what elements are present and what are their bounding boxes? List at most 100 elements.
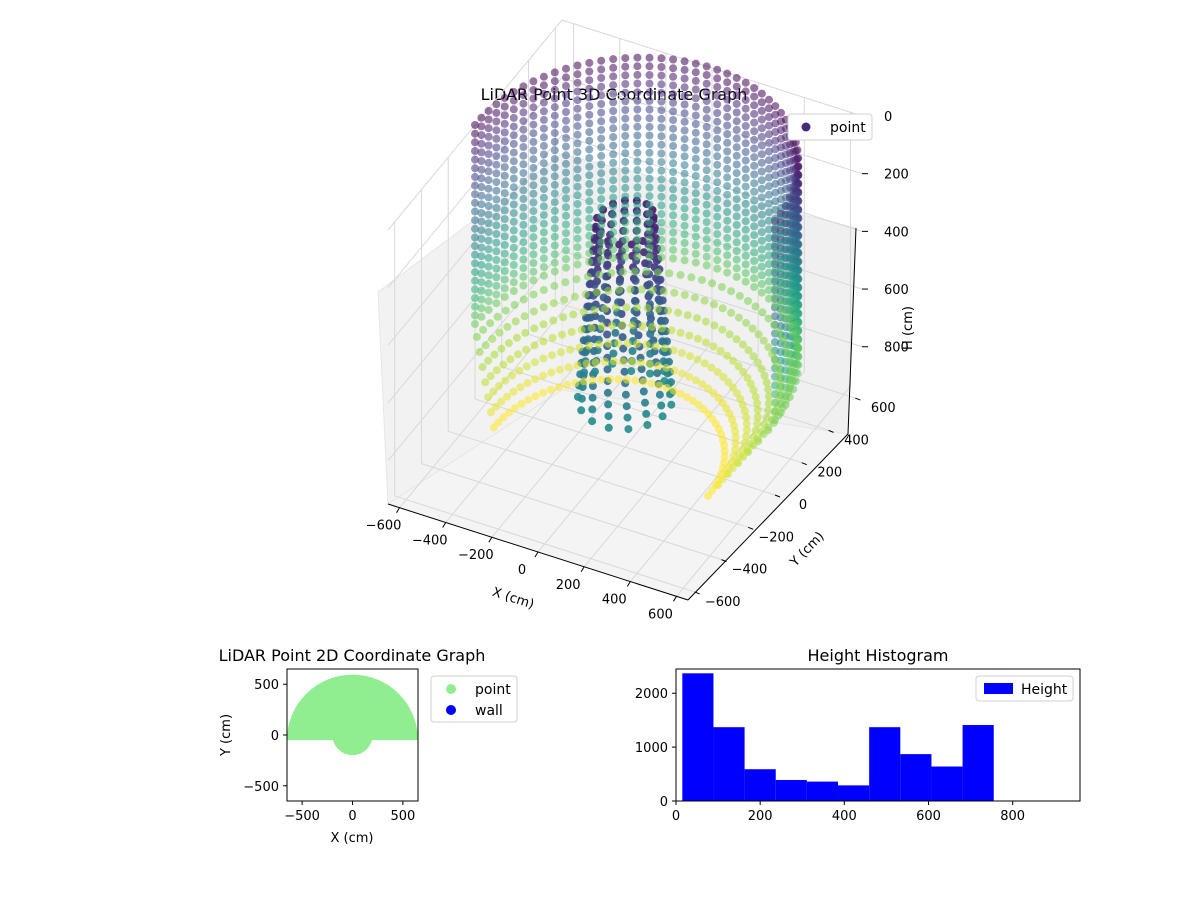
point-3d — [609, 158, 618, 167]
point-3d — [732, 91, 741, 100]
point-3d — [562, 237, 570, 246]
point-3d — [488, 334, 497, 343]
legend-3d-marker — [801, 122, 811, 132]
point-3d — [550, 250, 559, 259]
point-3d — [478, 363, 487, 372]
point-3d — [573, 392, 582, 401]
point-3d — [723, 182, 732, 191]
point-3d — [750, 161, 759, 170]
point-3d — [746, 439, 755, 448]
y-tick-histogram: 1000 — [635, 741, 668, 756]
point-3d — [789, 329, 798, 338]
point-3d — [529, 189, 538, 198]
point-3d — [771, 292, 780, 301]
point-3d — [573, 70, 582, 79]
point-3d — [529, 181, 538, 190]
point-3d — [509, 113, 518, 122]
point-3d — [741, 269, 750, 278]
point-3d — [735, 291, 744, 300]
point-3d — [500, 137, 509, 146]
legend-2d-point-marker — [446, 684, 456, 694]
point-3d — [732, 203, 741, 212]
point-3d — [550, 206, 559, 215]
point-3d — [477, 113, 486, 122]
point-3d — [725, 463, 734, 472]
point-3d — [500, 189, 509, 198]
point-3d — [621, 88, 630, 97]
point-3d — [736, 451, 744, 460]
point-3d — [529, 137, 538, 146]
point-3d — [621, 131, 630, 140]
point-3d — [658, 337, 667, 346]
point-3d — [539, 72, 548, 81]
point-3d — [702, 79, 711, 88]
point-3d — [765, 251, 773, 260]
point-3d — [609, 133, 618, 141]
point-3d — [558, 330, 566, 339]
point-3d — [529, 120, 538, 129]
point-3d — [702, 62, 711, 71]
point-3d — [585, 84, 594, 93]
point-3d — [604, 423, 613, 432]
point-3d — [685, 352, 694, 361]
point-3d — [702, 131, 711, 140]
point-3d — [750, 170, 759, 179]
point-3d — [550, 129, 559, 137]
point-3d — [539, 211, 548, 220]
point-3d — [674, 308, 683, 317]
point-3d — [741, 277, 750, 286]
point-3d — [765, 113, 773, 121]
point-3d — [741, 243, 750, 252]
point-3d — [573, 148, 582, 157]
point-3d — [732, 221, 741, 229]
point-3d — [548, 351, 556, 360]
point-3d — [665, 269, 674, 278]
point-3d — [657, 317, 666, 326]
point-3d — [765, 173, 773, 182]
point-3d — [501, 306, 510, 315]
point-3d — [597, 160, 606, 169]
point-3d — [599, 293, 608, 302]
point-3d — [732, 99, 741, 108]
point-3d — [734, 362, 743, 371]
point-3d — [750, 153, 759, 162]
point-3d — [492, 152, 501, 161]
point-3d — [765, 199, 773, 208]
point-3d — [677, 349, 686, 357]
histogram-bar — [962, 725, 994, 801]
point-3d — [585, 341, 594, 350]
point-3d — [633, 303, 641, 312]
point-3d — [669, 168, 678, 176]
point-3d — [741, 87, 750, 96]
point-3d — [509, 183, 518, 192]
point-3d — [550, 163, 559, 172]
point-3d — [609, 150, 618, 159]
point-3d — [691, 68, 700, 77]
point-3d — [716, 346, 725, 355]
y-tick-histogram: 2000 — [635, 687, 668, 702]
point-3d — [609, 254, 618, 263]
point-3d — [603, 330, 612, 339]
point-3d — [774, 327, 783, 336]
point-3d — [732, 117, 741, 126]
point-3d — [691, 163, 700, 172]
point-3d — [509, 131, 518, 140]
point-3d — [707, 363, 716, 372]
point-3d — [723, 69, 732, 78]
point-3d — [492, 230, 501, 238]
point-3d — [621, 149, 630, 158]
point-3d — [771, 188, 780, 197]
point-3d — [669, 386, 678, 395]
point-3d — [757, 228, 766, 237]
point-3d — [713, 238, 722, 247]
point-3d — [471, 207, 479, 216]
point-3d — [771, 119, 780, 128]
point-3d — [639, 387, 648, 396]
point-3d — [573, 156, 582, 165]
point-3d — [713, 368, 722, 377]
point-3d — [492, 212, 501, 221]
point-3d — [500, 249, 509, 258]
point-3d — [562, 82, 570, 90]
point-3d — [539, 245, 548, 254]
point-3d — [511, 317, 520, 326]
